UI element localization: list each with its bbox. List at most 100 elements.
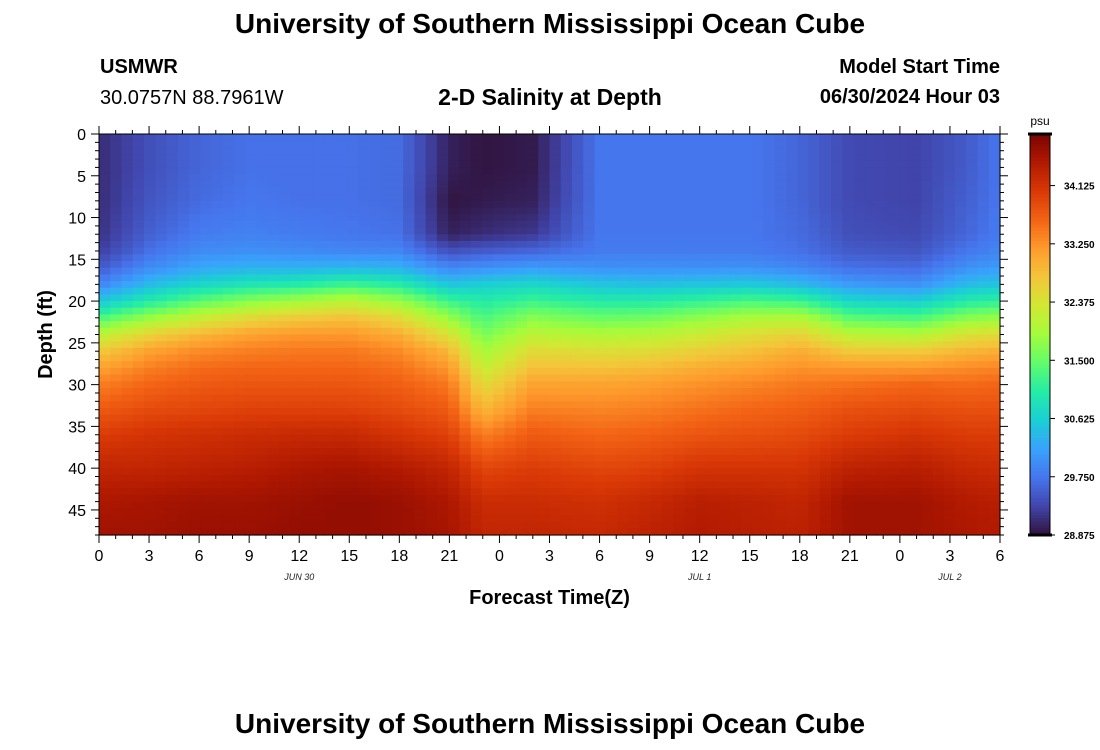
heatmap-cell xyxy=(786,314,798,322)
heatmap-cell xyxy=(110,387,123,396)
heatmap-cell xyxy=(425,521,438,529)
heatmap-cell xyxy=(707,494,720,503)
heatmap-cell xyxy=(234,154,247,162)
heatmap-cell xyxy=(887,501,900,509)
heatmap-cell xyxy=(673,468,686,476)
heatmap-cell xyxy=(966,214,979,222)
heatmap-cell xyxy=(436,334,449,342)
heatmap-cell xyxy=(560,441,573,449)
heatmap-cell xyxy=(493,481,506,489)
heatmap-cell xyxy=(99,321,111,329)
heatmap-cell xyxy=(425,214,438,222)
heatmap-cell xyxy=(583,160,596,169)
heatmap-cell xyxy=(425,327,438,336)
heatmap-cell xyxy=(312,227,325,235)
heatmap-cell xyxy=(605,200,618,209)
heatmap-cell xyxy=(786,401,798,409)
heatmap-cell xyxy=(493,187,506,195)
heatmap-cell xyxy=(876,408,888,416)
heatmap-cell xyxy=(245,354,258,362)
heatmap-cell xyxy=(538,307,551,316)
heatmap-cell xyxy=(943,321,956,329)
heatmap-cell xyxy=(977,147,990,155)
heatmap-cell xyxy=(267,134,280,142)
heatmap-cell xyxy=(346,434,359,443)
heatmap-cell xyxy=(876,227,888,235)
heatmap-cell xyxy=(628,274,641,282)
heatmap-cell xyxy=(594,274,607,282)
heatmap-cell xyxy=(797,301,810,309)
heatmap-cell xyxy=(99,401,111,409)
heatmap-cell xyxy=(808,347,821,356)
heatmap-cell xyxy=(583,521,596,529)
heatmap-cell xyxy=(560,428,573,436)
heatmap-cell xyxy=(864,501,877,509)
heatmap-cell xyxy=(740,494,753,503)
heatmap-cell xyxy=(797,468,810,476)
heatmap-cell xyxy=(662,134,674,142)
heatmap-cell xyxy=(403,481,415,489)
heatmap-cell xyxy=(639,140,652,148)
heatmap-cell xyxy=(256,154,269,162)
heatmap-cell xyxy=(301,321,314,329)
heatmap-cell xyxy=(650,187,663,195)
heatmap-cell xyxy=(526,260,539,269)
heatmap-cell xyxy=(988,474,1001,483)
heatmap-cell xyxy=(335,254,348,262)
heatmap-cell xyxy=(301,247,314,255)
heatmap-cell xyxy=(403,220,415,229)
heatmap-cell xyxy=(864,207,877,215)
heatmap-cell xyxy=(572,514,584,523)
heatmap-cell xyxy=(786,434,798,443)
heatmap-cell xyxy=(110,160,123,169)
heatmap-cell xyxy=(425,508,438,516)
heatmap-cell xyxy=(155,247,168,255)
heatmap-cell xyxy=(245,240,258,249)
heatmap-cell xyxy=(594,394,607,402)
heatmap-cell xyxy=(842,207,855,215)
heatmap-cell xyxy=(279,401,292,409)
heatmap-cell xyxy=(763,327,776,336)
heatmap-cell xyxy=(391,428,404,436)
heatmap-cell xyxy=(335,267,348,275)
heatmap-cell xyxy=(414,381,427,389)
heatmap-cell xyxy=(481,327,494,336)
heatmap-cell xyxy=(628,428,641,436)
heatmap-cell xyxy=(572,167,584,175)
heatmap-cell xyxy=(515,307,528,316)
heatmap-cell xyxy=(639,501,652,509)
heatmap-cell xyxy=(628,528,641,536)
heatmap-cell xyxy=(673,247,686,255)
heatmap-cell xyxy=(695,247,708,255)
heatmap-cell xyxy=(932,260,945,269)
heatmap-cell xyxy=(819,408,832,416)
heatmap-cell xyxy=(155,327,168,336)
heatmap-cell xyxy=(245,341,258,349)
heatmap-cell xyxy=(774,381,787,389)
heatmap-cell xyxy=(177,441,190,449)
heatmap-cell xyxy=(909,461,922,469)
heatmap-cell xyxy=(481,381,494,389)
heatmap-cell xyxy=(380,274,393,282)
heatmap-cell xyxy=(436,394,449,402)
heatmap-cell xyxy=(707,194,720,202)
heatmap-cell xyxy=(245,220,258,229)
heatmap-cell xyxy=(605,354,618,362)
heatmap-cell xyxy=(121,367,134,376)
heatmap-cell xyxy=(909,301,922,309)
heatmap-cell xyxy=(301,414,314,422)
heatmap-cell xyxy=(729,180,742,189)
heatmap-cell xyxy=(346,214,359,222)
heatmap-cell xyxy=(414,528,427,536)
heatmap-cell xyxy=(560,381,573,389)
heatmap-cell xyxy=(932,448,945,456)
heatmap-cell xyxy=(662,354,674,362)
heatmap-cell xyxy=(470,441,483,449)
heatmap-cell xyxy=(369,167,382,175)
heatmap-cell xyxy=(132,528,145,536)
heatmap-cell xyxy=(155,314,168,322)
heatmap-cell xyxy=(831,154,843,162)
heatmap-cell xyxy=(583,414,596,422)
heatmap-cell xyxy=(887,260,900,269)
heatmap-cell xyxy=(290,281,303,289)
